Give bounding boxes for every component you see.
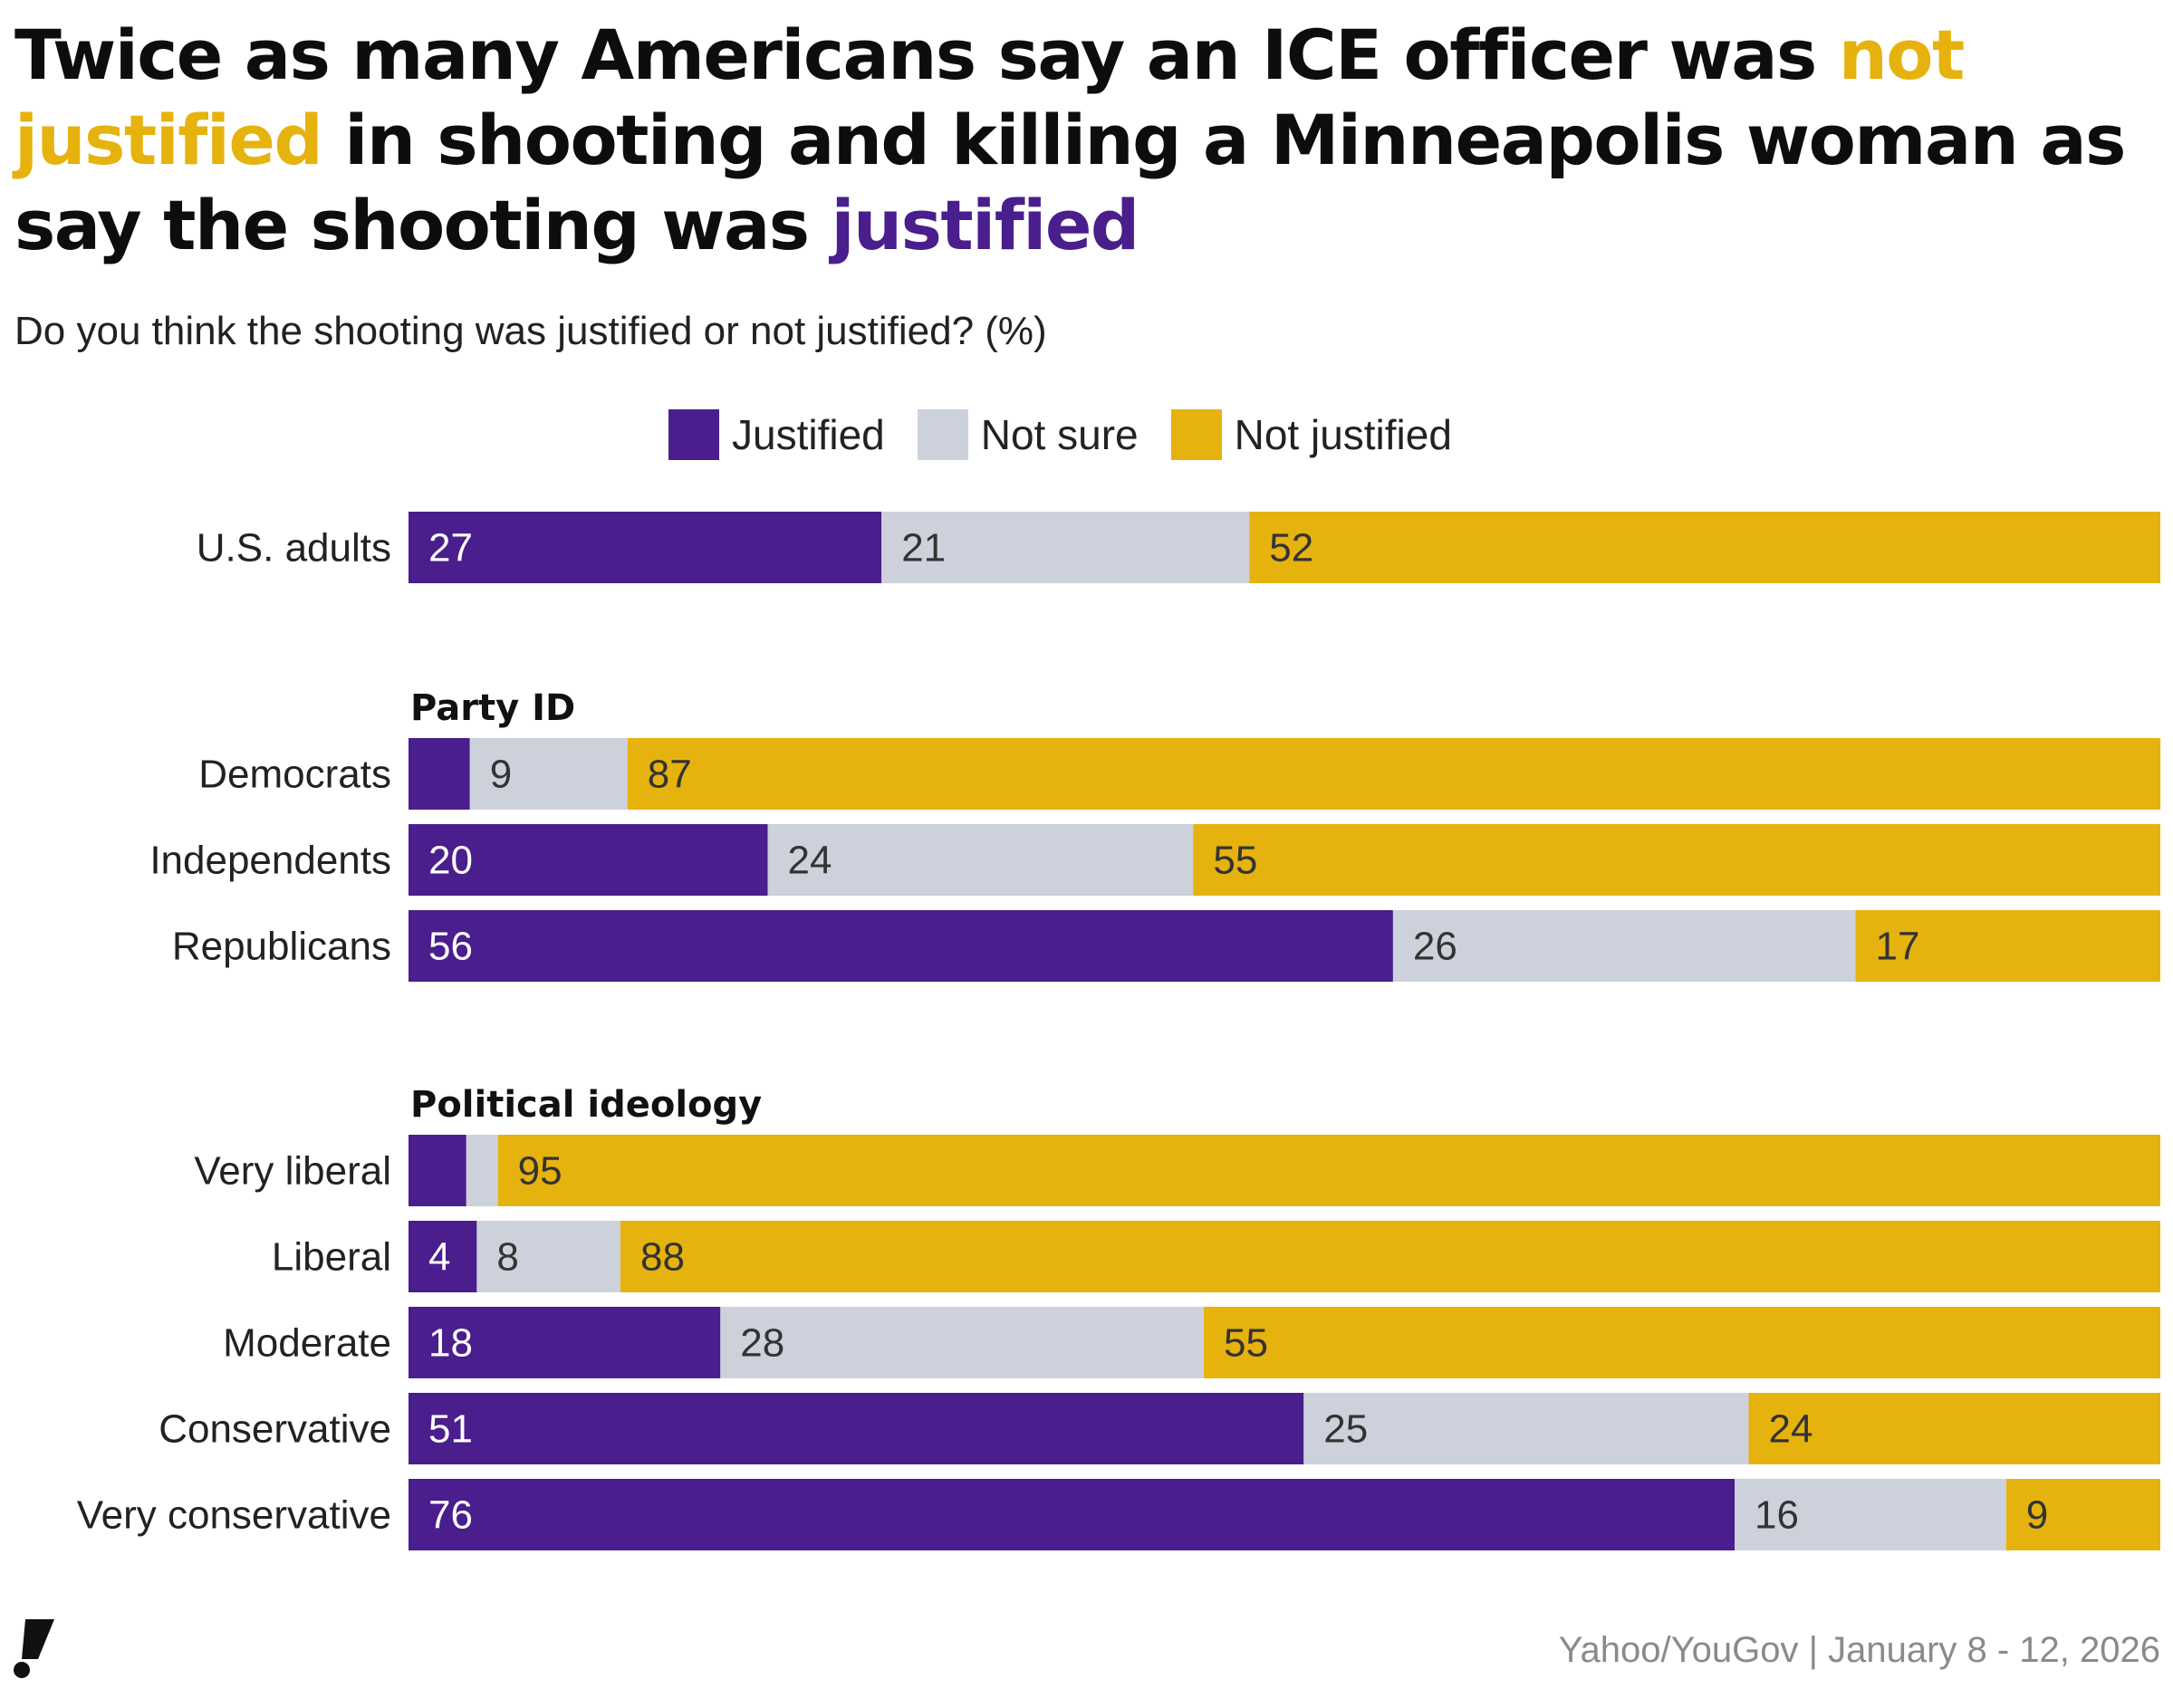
bar-very-conservative-not-sure <box>1735 1479 2006 1550</box>
group-heading-political-ideology: Political ideology <box>410 1084 762 1126</box>
data-label-independents-not-justified: 55 <box>1213 839 1257 883</box>
bar-u-s-adults-justified <box>409 512 882 583</box>
data-label-very-conservative-not-sure: 16 <box>1755 1493 1799 1538</box>
data-label-very-liberal-not-justified: 95 <box>518 1149 562 1194</box>
bar-independents-justified <box>409 824 768 896</box>
data-label-very-conservative-justified: 76 <box>428 1493 473 1538</box>
group-heading-party-id: Party ID <box>410 687 575 729</box>
data-label-u-s-adults-not-sure: 21 <box>901 526 946 571</box>
legend-swatch-not-justified <box>1170 409 1222 460</box>
data-label-moderate-not-justified: 55 <box>1224 1321 1268 1366</box>
bar-moderate-not-justified <box>1204 1307 2160 1378</box>
row-label-very-liberal: Very liberal <box>194 1149 391 1194</box>
row-label-u-s-adults: U.S. adults <box>197 526 391 571</box>
legend-item-justified: Justified <box>668 409 885 460</box>
bar-u-s-adults-not-justified <box>1249 512 2160 583</box>
bar-liberal-justified <box>409 1221 477 1292</box>
legend-label-justified: Justified <box>732 411 885 458</box>
data-label-u-s-adults-not-justified: 52 <box>1269 526 1313 571</box>
data-label-democrats-not-sure: 9 <box>490 753 512 797</box>
chart-title: Twice as many Americans say an ICE offic… <box>14 13 2161 268</box>
chart-subtitle: Do you think the shooting was justified … <box>14 309 1047 353</box>
bar-very-liberal-not-sure <box>466 1135 498 1206</box>
data-label-liberal-justified: 4 <box>428 1235 450 1280</box>
data-label-republicans-not-sure: 26 <box>1413 925 1457 969</box>
bar-liberal-not-justified <box>620 1221 2160 1292</box>
bar-liberal-not-sure <box>476 1221 620 1292</box>
row-label-liberal: Liberal <box>272 1235 391 1280</box>
data-label-conservative-not-sure: 25 <box>1323 1407 1368 1452</box>
row-label-conservative: Conservative <box>159 1407 391 1452</box>
data-label-very-conservative-not-justified: 9 <box>2026 1493 2048 1538</box>
data-label-moderate-not-sure: 28 <box>740 1321 784 1366</box>
bar-republicans-justified <box>409 910 1393 982</box>
legend-label-not-justified: Not justified <box>1234 411 1452 458</box>
row-label-independents: Independents <box>149 839 391 883</box>
bar-independents-not-sure <box>767 824 1194 896</box>
row-label-democrats: Democrats <box>198 753 391 797</box>
data-label-republicans-justified: 56 <box>428 925 473 969</box>
stacked-bar-chart: U.S. adults 27 21 52 Party ID Democrats 9 87 Ind… <box>77 512 2161 1550</box>
data-label-moderate-justified: 18 <box>428 1321 473 1366</box>
bar-very-conservative-not-justified <box>2005 1479 2160 1550</box>
data-label-conservative-not-justified: 24 <box>1769 1407 1813 1452</box>
exclamation-logo-icon <box>14 1619 54 1678</box>
bar-democrats-justified <box>409 738 470 810</box>
bar-conservative-not-sure <box>1303 1393 1749 1464</box>
legend-item-not-justified: Not justified <box>1170 409 1452 460</box>
title-part-1: Twice as many Americans say an ICE offic… <box>14 14 1839 95</box>
legend-label-not-sure: Not sure <box>980 411 1139 458</box>
data-label-conservative-justified: 51 <box>428 1407 473 1452</box>
title-highlight-not-justified: not justified <box>14 14 1965 180</box>
bar-democrats-not-justified <box>627 738 2161 810</box>
legend-item-not-sure: Not sure <box>917 409 1139 460</box>
bar-conservative-justified <box>409 1393 1304 1464</box>
data-label-republicans-not-justified: 17 <box>1876 925 1920 969</box>
row-label-moderate: Moderate <box>223 1321 391 1366</box>
data-label-independents-not-sure: 24 <box>788 839 832 883</box>
source-note: Yahoo/YouGov | January 8 - 12, 2026 <box>1558 1630 2160 1670</box>
bar-republicans-not-justified <box>1855 910 2160 982</box>
row-label-republicans: Republicans <box>172 925 391 969</box>
bar-u-s-adults-not-sure <box>881 512 1250 583</box>
legend-swatch-justified <box>668 409 719 460</box>
data-label-democrats-not-justified: 87 <box>648 753 692 797</box>
bar-democrats-not-sure <box>469 738 628 810</box>
bar-moderate-not-sure <box>720 1307 1205 1378</box>
bar-very-liberal-not-justified <box>497 1135 2160 1206</box>
title-part-2: in shooting and killing a Minneapolis wo… <box>14 100 2126 265</box>
bar-independents-not-justified <box>1193 824 2160 896</box>
row-label-very-conservative: Very conservative <box>77 1493 391 1538</box>
data-label-independents-justified: 20 <box>428 839 473 883</box>
chart-legend: Justified Not sure Not justified <box>668 409 1485 460</box>
legend-swatch-not-sure <box>917 409 968 460</box>
bar-republicans-not-sure <box>1392 910 1856 982</box>
data-label-liberal-not-justified: 88 <box>640 1235 685 1280</box>
bar-very-liberal-justified <box>409 1135 466 1206</box>
bar-very-conservative-justified <box>409 1479 1735 1550</box>
bar-conservative-not-justified <box>1748 1393 2160 1464</box>
data-label-liberal-not-sure: 8 <box>496 1235 518 1280</box>
bar-moderate-justified <box>409 1307 721 1378</box>
title-highlight-justified: justified <box>831 185 1139 265</box>
data-label-u-s-adults-justified: 27 <box>428 526 473 571</box>
